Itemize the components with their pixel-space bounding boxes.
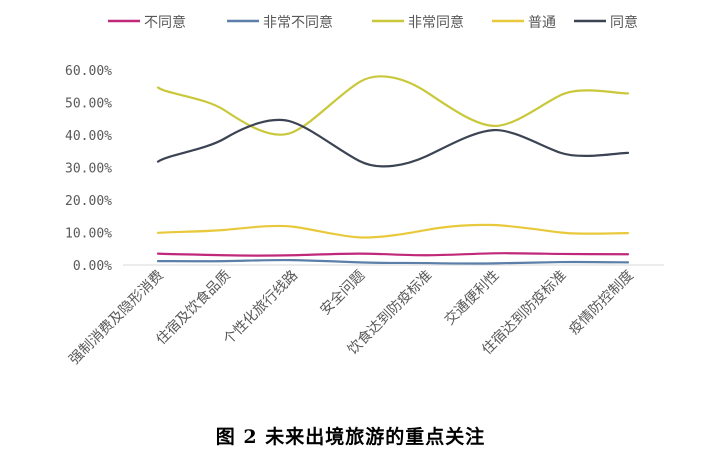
y-tick-label: 30.00% xyxy=(65,162,112,177)
series-line-3 xyxy=(156,223,630,239)
y-tick-label: 20.00% xyxy=(65,194,112,209)
x-tick-label: 强制消费及隐形消费 xyxy=(66,268,166,368)
y-axis: 0.00% 10.00% 20.00% 30.00% 40.00% 50.00% 60.00… xyxy=(65,64,112,274)
series-line-2 xyxy=(156,75,630,136)
figure-caption: 图 2 未来出境旅游的重点关注 xyxy=(215,426,486,448)
legend: 不同意 非常不同意 非常同意 普通 同意 xyxy=(108,14,638,31)
legend-label: 普通 xyxy=(528,15,556,31)
legend-label: 同意 xyxy=(610,14,638,31)
y-tick-label: 50.00% xyxy=(65,97,112,112)
series-group xyxy=(156,75,630,265)
x-tick-label: 疫情防控制度 xyxy=(566,268,637,339)
line-chart: 不同意 非常不同意 非常同意 普通 同意 0.00% 10.00% 20.00% 30.00%… xyxy=(65,14,664,368)
series-line-4 xyxy=(156,118,630,168)
legend-label: 非常不同意 xyxy=(263,14,333,31)
legend-label: 不同意 xyxy=(144,14,186,31)
series-line-1 xyxy=(156,258,630,265)
y-tick-label: 10.00% xyxy=(65,227,112,242)
y-tick-label: 60.00% xyxy=(65,64,112,79)
legend-label: 非常同意 xyxy=(408,14,464,31)
x-tick-label: 交通便利性 xyxy=(441,267,503,329)
y-tick-label: 0.00% xyxy=(73,259,112,274)
y-tick-label: 40.00% xyxy=(65,129,112,144)
series-line-0 xyxy=(156,252,630,257)
x-tick-label: 安全问题 xyxy=(317,267,369,319)
